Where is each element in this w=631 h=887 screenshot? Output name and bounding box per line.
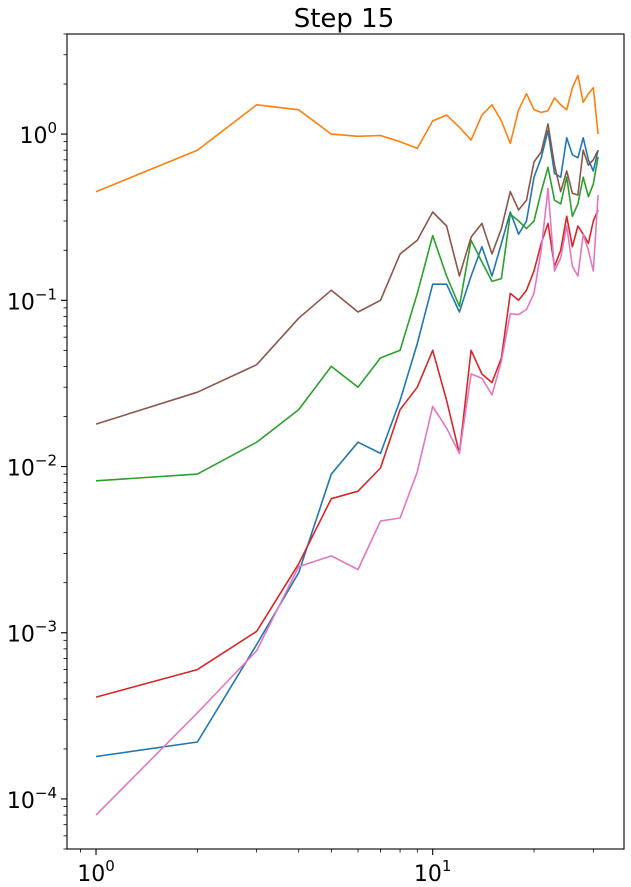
series-layer: [95, 74, 599, 816]
y-tick-label: 10−2: [7, 452, 57, 482]
y-tick-label: 10−4: [7, 784, 57, 814]
series-line-1: [95, 129, 599, 758]
series-line-5: [95, 123, 599, 425]
y-tick-label: 10−3: [7, 618, 57, 648]
series-line-4: [95, 209, 599, 698]
y-tick-label: 100: [19, 119, 57, 149]
y-tick-label: 10−1: [7, 285, 57, 315]
x-tick-label: 100: [77, 857, 115, 887]
chart-title: Step 15: [294, 4, 395, 34]
series-line-6: [95, 187, 599, 816]
tick-labels-layer: 100 101 10−4 10−3 10−2 10−1 100: [7, 119, 452, 887]
series-line-3: [95, 156, 599, 482]
series-line-2: [95, 74, 599, 193]
plot-frame: [66, 33, 625, 850]
x-tick-label: 101: [414, 857, 452, 887]
ticks-layer: [61, 33, 594, 855]
